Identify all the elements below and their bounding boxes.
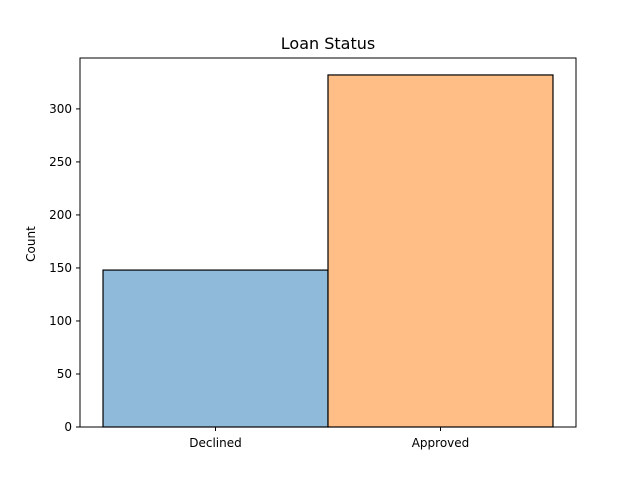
chart-title: Loan Status bbox=[281, 34, 375, 53]
y-tick-label: 0 bbox=[64, 420, 72, 434]
y-tick-label: 250 bbox=[49, 155, 72, 169]
axes-layer bbox=[79, 57, 577, 428]
bar-declined bbox=[102, 269, 329, 428]
y-axis-label: Count bbox=[24, 226, 38, 262]
y-tick-label: 200 bbox=[49, 208, 72, 222]
x-tick-label: Declined bbox=[189, 436, 242, 450]
y-tick-label: 150 bbox=[49, 261, 72, 275]
x-tick-label: Approved bbox=[412, 436, 470, 450]
ticks-layer: Declined Approved 0 50 100 150 200 250 300 bbox=[49, 102, 469, 450]
bars-layer bbox=[102, 74, 554, 428]
y-tick-label: 50 bbox=[57, 367, 72, 381]
bar-approved bbox=[327, 74, 554, 428]
y-tick-label: 300 bbox=[49, 102, 72, 116]
plot-frame bbox=[79, 57, 577, 428]
y-tick-label: 100 bbox=[49, 314, 72, 328]
